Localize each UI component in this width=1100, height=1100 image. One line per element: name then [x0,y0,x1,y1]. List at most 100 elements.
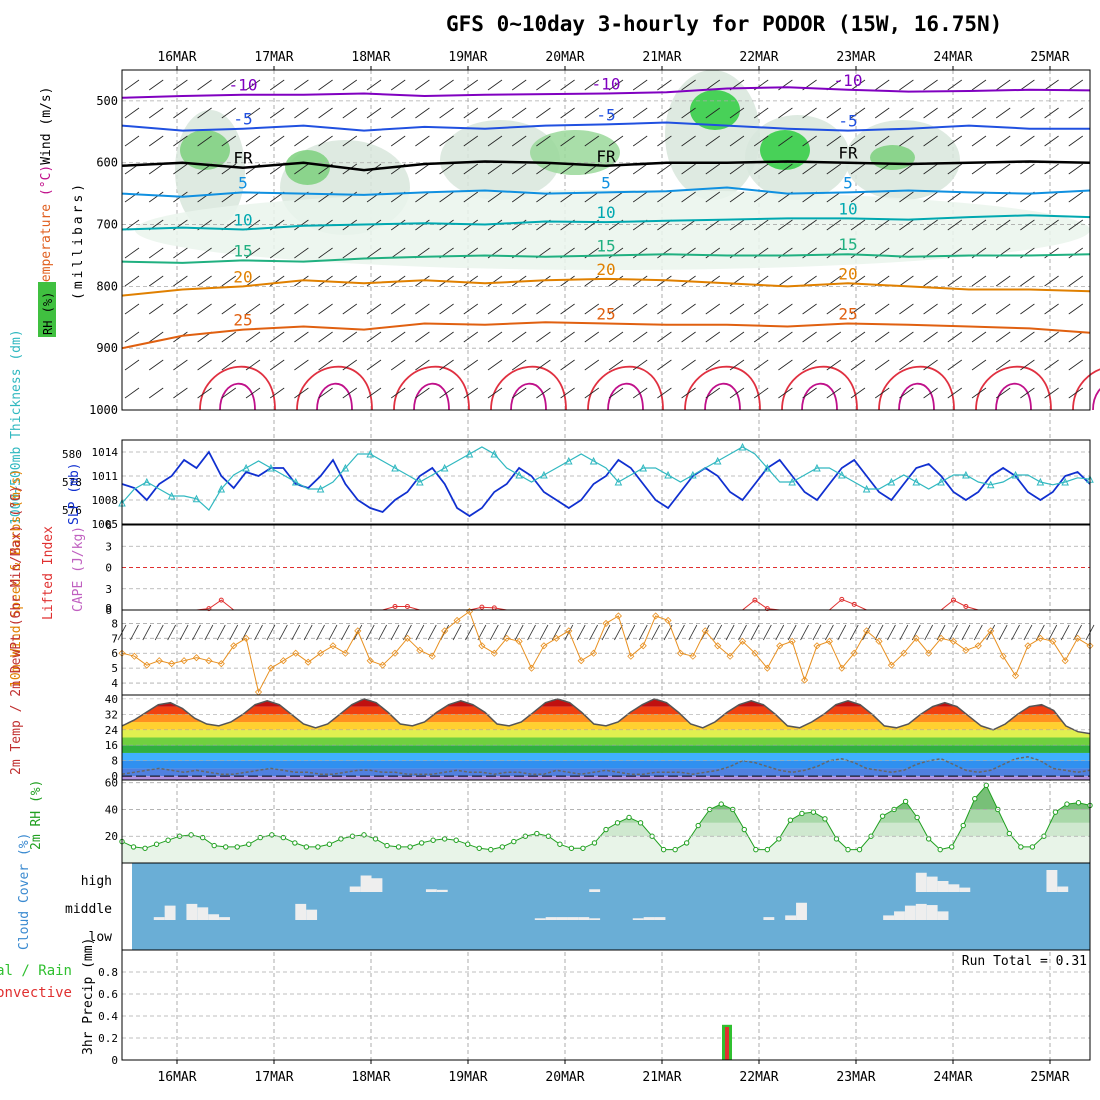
wind-speed-marker [863,627,871,635]
wind-barb [1068,107,1084,119]
wind10m-barb [229,624,239,641]
wind-speed-marker [751,649,759,657]
surface-heat-contour [413,382,450,411]
wind-speed-marker [180,657,188,665]
wind-barb [632,387,648,399]
wind-barb [415,387,430,399]
rh-marker [303,844,310,850]
page-title: GFS 0~10day 3-hourly for PODOR (15W, 16.… [446,12,1003,36]
wind-barb [173,107,188,119]
wind-barb [245,303,261,315]
lifted-index-marker [206,606,212,612]
rh-marker [718,801,724,807]
wind-speed-marker [552,634,560,642]
isotherm-line [121,121,1090,132]
wind-speed-marker [590,649,598,657]
rh-tick-label: 60 [105,777,118,790]
rh-marker [787,817,794,823]
temperature-ylabel: Temperature [39,196,54,290]
thickness-frame [121,439,1091,525]
rh-shading [440,120,560,200]
wind-barb [439,359,454,371]
rh-shading [135,190,1090,270]
wind-speed-marker [1049,637,1057,645]
wind-speed-line [121,610,1091,694]
wind-barb [487,107,503,119]
wind-barb [971,163,987,175]
rh-marker [372,836,379,842]
wind10m-barb [353,624,363,641]
wind-barb [850,303,866,315]
thickness-marker [1036,477,1045,486]
lifted-index-marker [218,597,224,603]
thickness-marker [962,470,970,479]
wind-barb [415,163,430,175]
wind-speed-marker [515,637,523,645]
wind-barb [390,135,406,147]
wind-barb [487,275,503,287]
thickness-marker [837,470,846,479]
isotherm-label: 20 [233,267,252,286]
wind-barb [850,191,866,203]
wind-barb [439,163,454,175]
wind-barb [318,331,333,343]
wind-barb [560,359,575,371]
wind-barb [511,303,527,315]
cloud-level-label: low [89,930,113,945]
wind-barb [415,303,430,315]
wind-barb [439,107,454,119]
wind-speed-marker [602,619,610,627]
thickness-tick-label: 576 [62,504,82,517]
wind-barb [487,79,503,91]
wind-barb [681,303,696,315]
rh-marker [395,844,402,850]
wind10m-barb [738,624,747,641]
precip-convective-bar [725,1027,729,1060]
wind-barb [657,191,672,203]
wind10m-barb [874,624,884,641]
wind-barb [874,303,890,315]
wind-barb [971,107,987,119]
wind-barb [390,219,406,231]
wind10m-barb [564,624,574,641]
thickness-marker [291,477,300,486]
wind-speed-marker [738,637,747,645]
slp-ylabel-group: SLP (mb) [67,462,82,525]
wind-barb [753,191,769,203]
wind-barb [995,275,1011,287]
cloud-bar [915,872,927,892]
isotherm-label: 10 [596,203,615,222]
wind-barb [778,135,793,147]
wind-barb [850,219,866,231]
wind-barb [923,387,938,399]
wind10m-barb [787,624,797,641]
wind10m-barb [328,624,338,641]
wind-barb [729,219,745,231]
wind-barb [995,135,1011,147]
wind-barb [269,135,285,147]
wind-speed-marker [316,649,325,657]
wind-barb [778,79,793,91]
wind-barb [1068,191,1084,203]
wind-speed-marker [813,642,821,650]
wind-barb [826,359,842,371]
wind-barb [705,275,721,287]
wind-barb [681,191,696,203]
temp-ylabel: 2m Temp / 2m DewPt (6hr Min/Max) (°C) [9,485,24,775]
temp-tick-label: 16 [105,739,118,752]
wind-barb [269,107,285,119]
cloud-bar [556,917,568,920]
lifted-index-marker [392,603,398,609]
rh-marker [1075,800,1082,806]
wind-barb [778,331,793,343]
wind-barb [1068,79,1084,91]
wind-barb [511,331,527,343]
wind-barb [342,135,358,147]
rh-marker [833,836,840,842]
wind-barb [511,79,527,91]
wind-barb [657,163,672,175]
rh-marker [511,838,517,845]
wind10m-barb [167,624,176,641]
wind-speed-marker [900,649,908,657]
wind-barb [221,275,237,287]
